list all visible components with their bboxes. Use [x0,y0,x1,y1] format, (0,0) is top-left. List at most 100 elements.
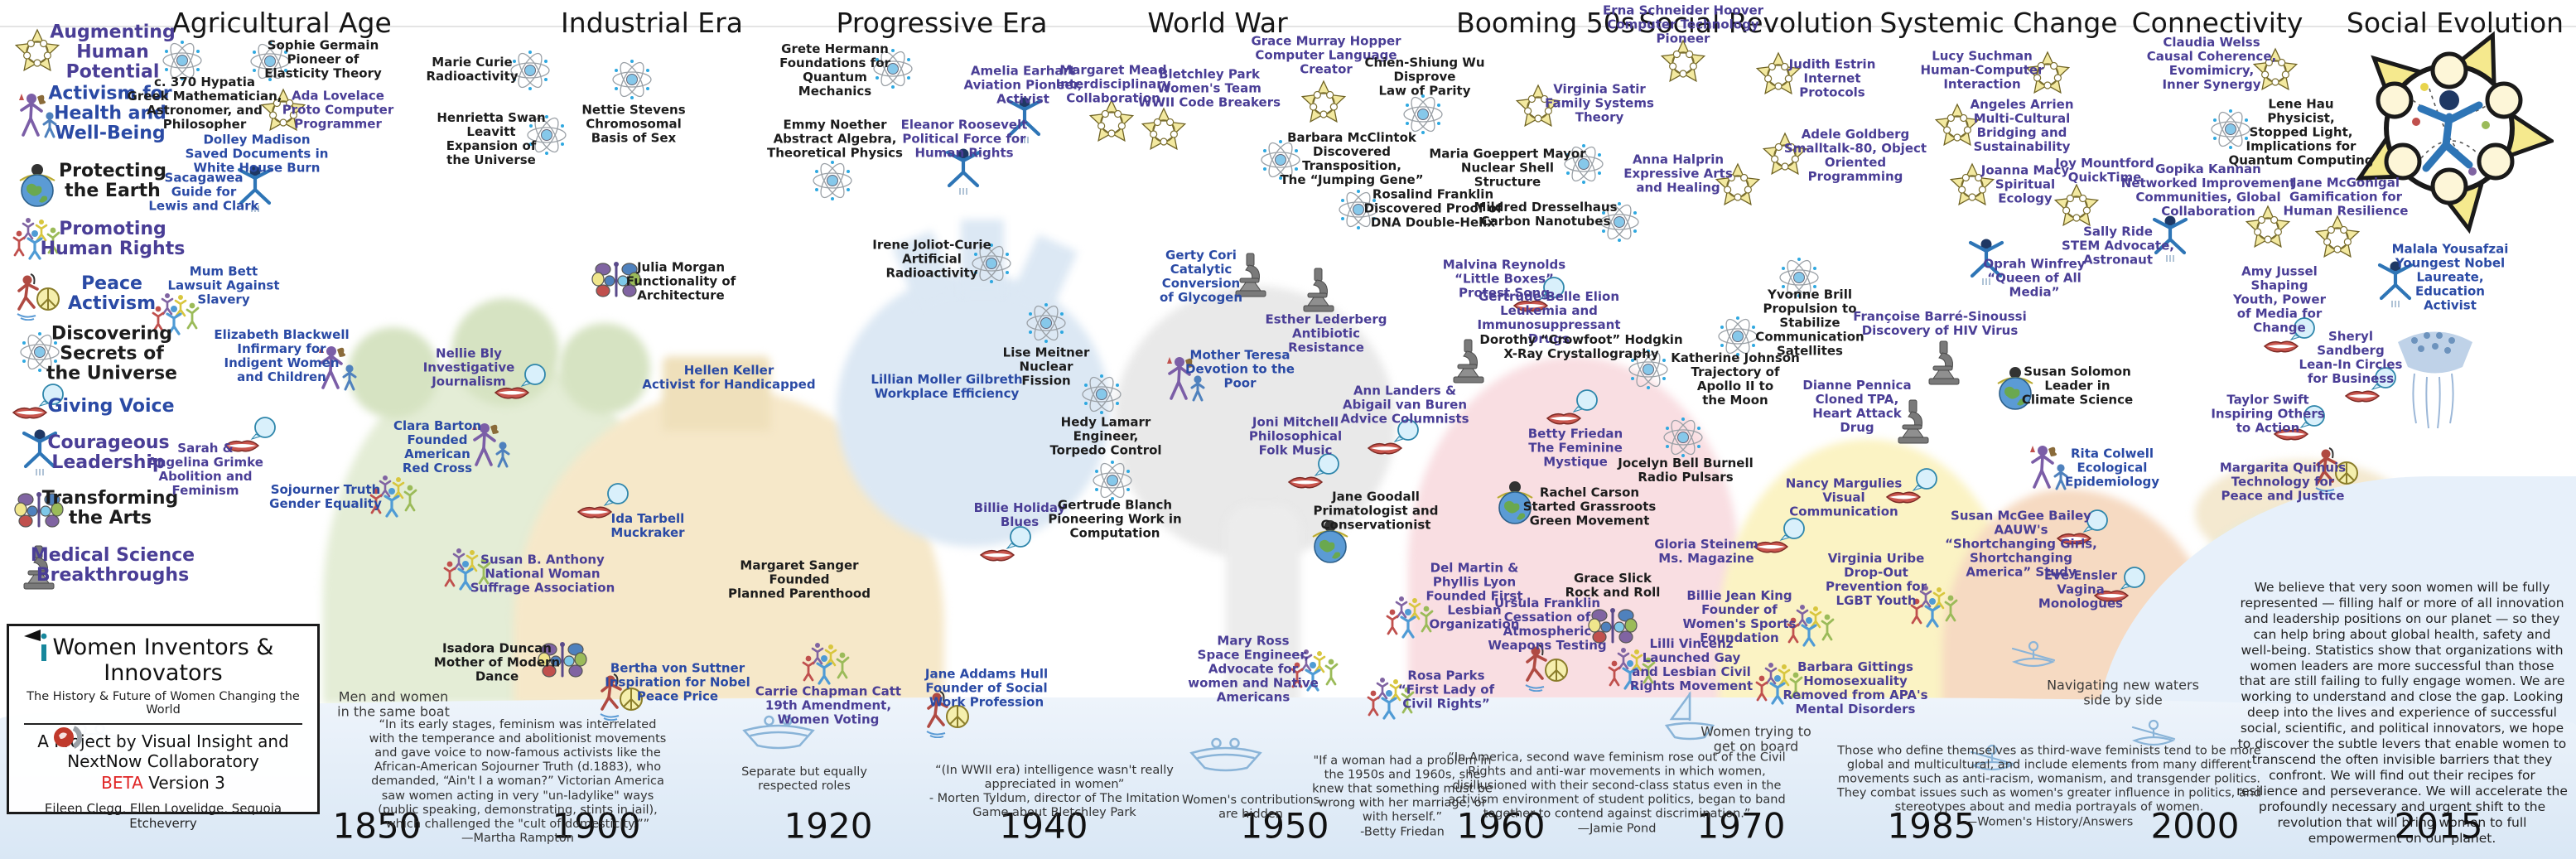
atom-icon [1598,200,1641,247]
label-susan-mcgee-bailey: Susan McGee Bailey AAUW's “Shortchanging… [1945,508,2097,580]
atom-icon [1091,459,1134,505]
era-title: Social Evolution [2346,7,2564,39]
era-title: World War [1147,7,1288,39]
category-activism-for: Activism for Health and Well-Being [48,83,172,145]
earth-icon [1992,364,2038,415]
poster-title: Women Inventors & Innovators [52,635,274,686]
jump-icon [2149,215,2191,266]
label-gopika-kannan: Gopika Kannan Networked Improvement Comm… [2120,162,2296,219]
label-amelia-earhart: Amelia Earhart Aviation Pioneer, Activis… [963,63,1083,107]
peace-icon [922,690,975,741]
lips-icon [10,383,70,429]
label-mother-teresa: Mother Teresa Devotion to the Poor [1185,347,1295,391]
label-sarah: Sarah & Angelina Grimke Abolition and Fe… [147,441,263,498]
label-virginia-uribe: Virginia Uribe Drop-Out Prevention for L… [1826,551,1927,608]
label-sophie-germain: Sophie Germain Pioneer of Elasticity The… [264,37,382,81]
label-hedy-lamarr: Hedy Lamarr Engineer, Torpedo Control [1049,414,1162,458]
legend-divider [24,723,302,725]
label-sally-ride: Sally Ride STEM Advocate, Astronaut [2062,224,2174,268]
label-grace-slick: Grace Slick Rock and Roll [1565,571,1661,600]
visual-insight-logo-icon [22,628,47,668]
label-carrie-chapman-catt: Carrie Chapman Catt 19th Amendment, Wome… [755,683,902,727]
lips-icon [2091,566,2151,612]
atom-icon [610,58,654,104]
kayak-icon [2120,716,2188,759]
atom-icon [1716,315,1759,361]
group-icon [1366,675,1419,726]
peace-icon [596,673,649,724]
era-title: Connectivity [2131,7,2303,39]
label-mildred-dresselhaus: Mildred Dresselhaus Carbon Nanotubes [1474,200,1618,229]
flower-icon [2053,183,2101,234]
lips-icon [492,363,552,409]
health-icon [467,420,514,475]
kayak-icon [1958,741,2026,784]
lips-icon [2342,366,2402,413]
flower-icon [1659,39,1707,90]
label-billie-holiday: Billie Holiday Blues [973,500,1066,529]
label-sacagawea: Sacagawea Guide for Lewis and Clark [148,170,259,214]
boat-caption: Navigating new waters side by side [2047,677,2199,708]
label-barbara-gittings: Barbara Gittings Homosexuality Removed f… [1782,659,1928,717]
flower-icon [2024,51,2072,102]
atom-icon [811,159,854,205]
group-icon [801,640,854,692]
era-title: Progressive Era [836,7,1048,39]
category-medical-science: Medical Science Breakthroughs [30,544,195,586]
lips-icon [222,416,282,462]
label-joanna-macy: Joanna Macy Spiritual Ecology [1980,162,2070,206]
atom-icon [871,47,914,94]
timeline-year-1950: 1950 [1240,805,1329,847]
microscope-icon [1448,337,1489,388]
category-courageous: Courageous Leadership [47,432,170,473]
label-grete-hermann: Grete Hermann Foundations for Quantum Me… [779,41,890,99]
label-ursula-franklin: Ursula Franklin Cessation of Atmospheric… [1488,596,1607,653]
lips-icon [2054,509,2114,555]
authors: Eileen Clegg, Ellen Lovelidge, Sequoia E… [44,801,282,831]
label-judith-estrin: Judith Estrin Internet Protocols [1788,56,1876,100]
label-ada-lovelace: Ada Lovelace Proto Computer Programmer [282,88,394,132]
timeline-year-2000: 2000 [2150,805,2240,847]
jump-icon [19,428,60,480]
label-c-370-hypatia: c. 370 Hypatia Greek Mathematician, Astr… [127,75,282,132]
sailboat-icon [1660,688,1720,750]
peace-icon [12,273,65,324]
jump-icon [1966,238,2007,289]
label-henrietta-swan: Henrietta Swan Leavitt Expansion of the … [437,110,546,167]
category-transforming: Transforming the Arts [41,487,179,528]
earth-icon [1307,517,1353,568]
category-peace: Peace Activism [67,273,157,314]
category-protecting: Protecting the Earth [58,160,167,201]
label-fran-oise-barr-sinoussi: Françoise Barré-Sinoussi Discovery of HI… [1853,309,2027,338]
earth-icon [1492,478,1538,529]
era-quote: Women's contributions are hidden [1181,793,1320,821]
label-emmy-noether: Emmy Noether Abstract Algebra, Theoretic… [767,117,903,161]
background-tree [559,323,650,414]
health-icon [2025,442,2072,497]
label-billie-jean-king: Billie Jean King Founder of Women's Spor… [1682,588,1797,645]
background-factory [663,356,770,431]
timeline-year-1940: 1940 [999,805,1088,847]
label-elizabeth-blackwell: Elizabeth Blackwell Infirmary for Indige… [214,327,350,384]
atom-icon [2209,108,2252,154]
label-margaret-mead: Margaret Mead Interdisciplinary Collabor… [1055,62,1171,106]
label-mum-bett: Mum Bett Lawsuit Against Slavery [167,263,280,307]
lips-icon [977,525,1037,572]
category-promoting: Promoting Human Rights [40,218,186,259]
boat-caption: Men and women in the same boat [337,688,450,720]
era-title: Systemic Change [1879,7,2118,39]
label-susan-solomon: Susan Solomon Leader in Climate Science [2021,364,2134,408]
group-icon [1607,645,1660,697]
label-katherine-johnson: Katherine Johnson Trajectory of Apollo I… [1671,350,1800,408]
group-icon [1909,583,1962,635]
label-irene-joliot-curie: Irene Joliot-Curie Artificial Radioactiv… [872,237,991,281]
label-barbara-mcclintok: Barbara McClintok Discovered Transpositi… [1280,130,1424,187]
atom-icon [1259,138,1302,185]
atom-icon [1778,256,1821,302]
jump-icon [943,147,984,199]
peace-icon [1521,644,1574,695]
label-hellen-keller: Hellen Keller Activist for Handicapped [642,363,816,392]
lips-icon [1884,467,1943,514]
label-gertrude-blanch: Gertrude Blanch Pioneering Work in Compu… [1048,497,1182,541]
